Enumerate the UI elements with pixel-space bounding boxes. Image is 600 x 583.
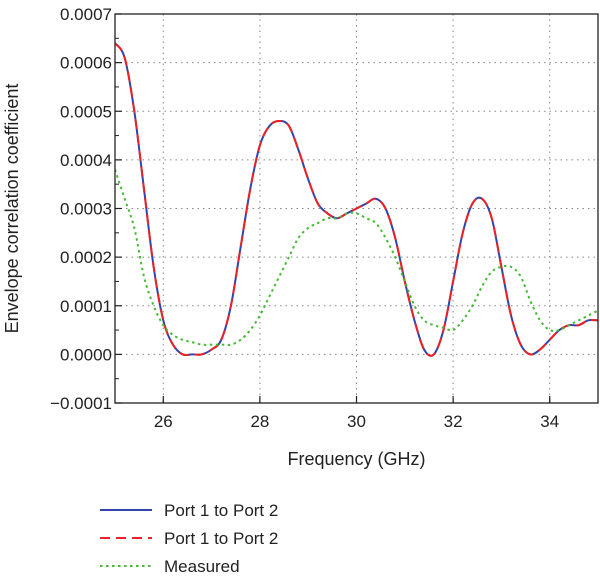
series-line-port1-port2-dashed	[115, 42, 598, 357]
legend: Port 1 to Port 2 Port 1 to Port 2 Measur…	[100, 501, 278, 576]
y-axis-label: Envelope correlation coefficient	[2, 84, 22, 334]
series-line-port1-port2-solid	[115, 42, 598, 357]
y-tick-label: −0.0001	[50, 394, 112, 413]
y-tick-label: 0.0004	[60, 151, 112, 170]
y-tick-label: 0.0007	[60, 5, 112, 24]
x-tick-label: 28	[250, 412, 269, 431]
y-tick-label: 0.0001	[60, 297, 112, 316]
series-lines	[115, 42, 598, 357]
x-tick-label: 32	[444, 412, 463, 431]
tick-labels: 26 28 30 32 34 −0.0001 0.0000 0.0001 0.0002 0.000…	[50, 5, 559, 431]
x-tick-label: 26	[154, 412, 173, 431]
y-tick-label: 0.0003	[60, 200, 112, 219]
legend-label-series-2: Port 1 to Port 2	[164, 529, 278, 548]
y-tick-label: 0.0005	[60, 102, 112, 121]
x-tick-label: 34	[540, 412, 559, 431]
legend-label-measured: Measured	[164, 557, 240, 576]
y-tick-label: 0.0000	[60, 345, 112, 364]
x-tick-label: 30	[347, 412, 366, 431]
x-axis-label: Frequency (GHz)	[287, 449, 425, 469]
ticks	[115, 13, 551, 404]
grid	[115, 14, 598, 403]
y-tick-label: 0.0002	[60, 248, 112, 267]
legend-label-series-1: Port 1 to Port 2	[164, 501, 278, 520]
y-tick-label: 0.0006	[60, 54, 112, 73]
